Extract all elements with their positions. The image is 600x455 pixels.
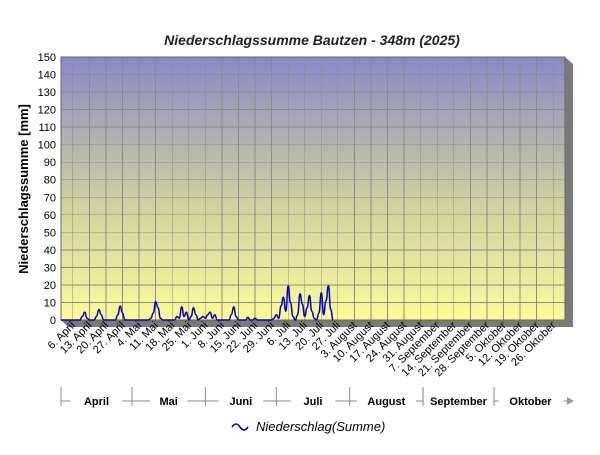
legend-line-icon bbox=[231, 423, 249, 431]
series-lines bbox=[60, 285, 334, 321]
month-label: August bbox=[367, 396, 405, 408]
y-tick-label: 0 bbox=[50, 315, 56, 327]
month-label: Juli bbox=[304, 396, 323, 408]
plot-area bbox=[61, 57, 573, 327]
y-tick-label: 10 bbox=[44, 297, 56, 309]
month-label: April bbox=[84, 396, 109, 408]
y-axis-ticks: 0 10 20 30 40 50 60 70 80 90 100 110 120 130 140 150 bbox=[38, 52, 56, 327]
y-tick-label: 70 bbox=[44, 192, 56, 204]
y-tick-label: 120 bbox=[38, 105, 56, 117]
y-tick-label: 90 bbox=[44, 157, 56, 169]
y-tick-label: 110 bbox=[38, 122, 56, 134]
y-tick-label: 50 bbox=[44, 227, 56, 239]
y-tick-label: 140 bbox=[38, 70, 56, 82]
month-label: Oktober bbox=[509, 396, 552, 408]
plot-border bbox=[60, 56, 566, 321]
y-tick-label: 20 bbox=[44, 280, 56, 292]
month-label: Mai bbox=[159, 396, 177, 408]
legend-label: Niederschlag(Summe) bbox=[256, 419, 385, 434]
plot-background bbox=[61, 57, 565, 320]
y-tick-label: 30 bbox=[44, 262, 56, 274]
grid-lines bbox=[60, 56, 566, 321]
month-band-arrow bbox=[567, 397, 574, 405]
legend: Niederschlag(Summe) bbox=[231, 419, 385, 434]
month-label: September bbox=[430, 396, 488, 408]
chart-title: Niederschlagssumme Bautzen - 348m (2025) bbox=[164, 32, 460, 48]
y-tick-label: 40 bbox=[44, 245, 56, 257]
month-label: Juni bbox=[230, 396, 253, 408]
y-tick-label: 60 bbox=[44, 210, 56, 222]
y-tick-label: 100 bbox=[38, 140, 56, 152]
y-axis-label: Niederschlagssumme [mm] bbox=[16, 104, 31, 274]
y-tick-label: 80 bbox=[44, 175, 56, 187]
series-line bbox=[60, 285, 334, 321]
y-tick-label: 150 bbox=[38, 52, 56, 64]
month-band: April Mai Juni Juli August September Oktober bbox=[60, 387, 574, 408]
y-tick-label: 130 bbox=[38, 87, 56, 99]
